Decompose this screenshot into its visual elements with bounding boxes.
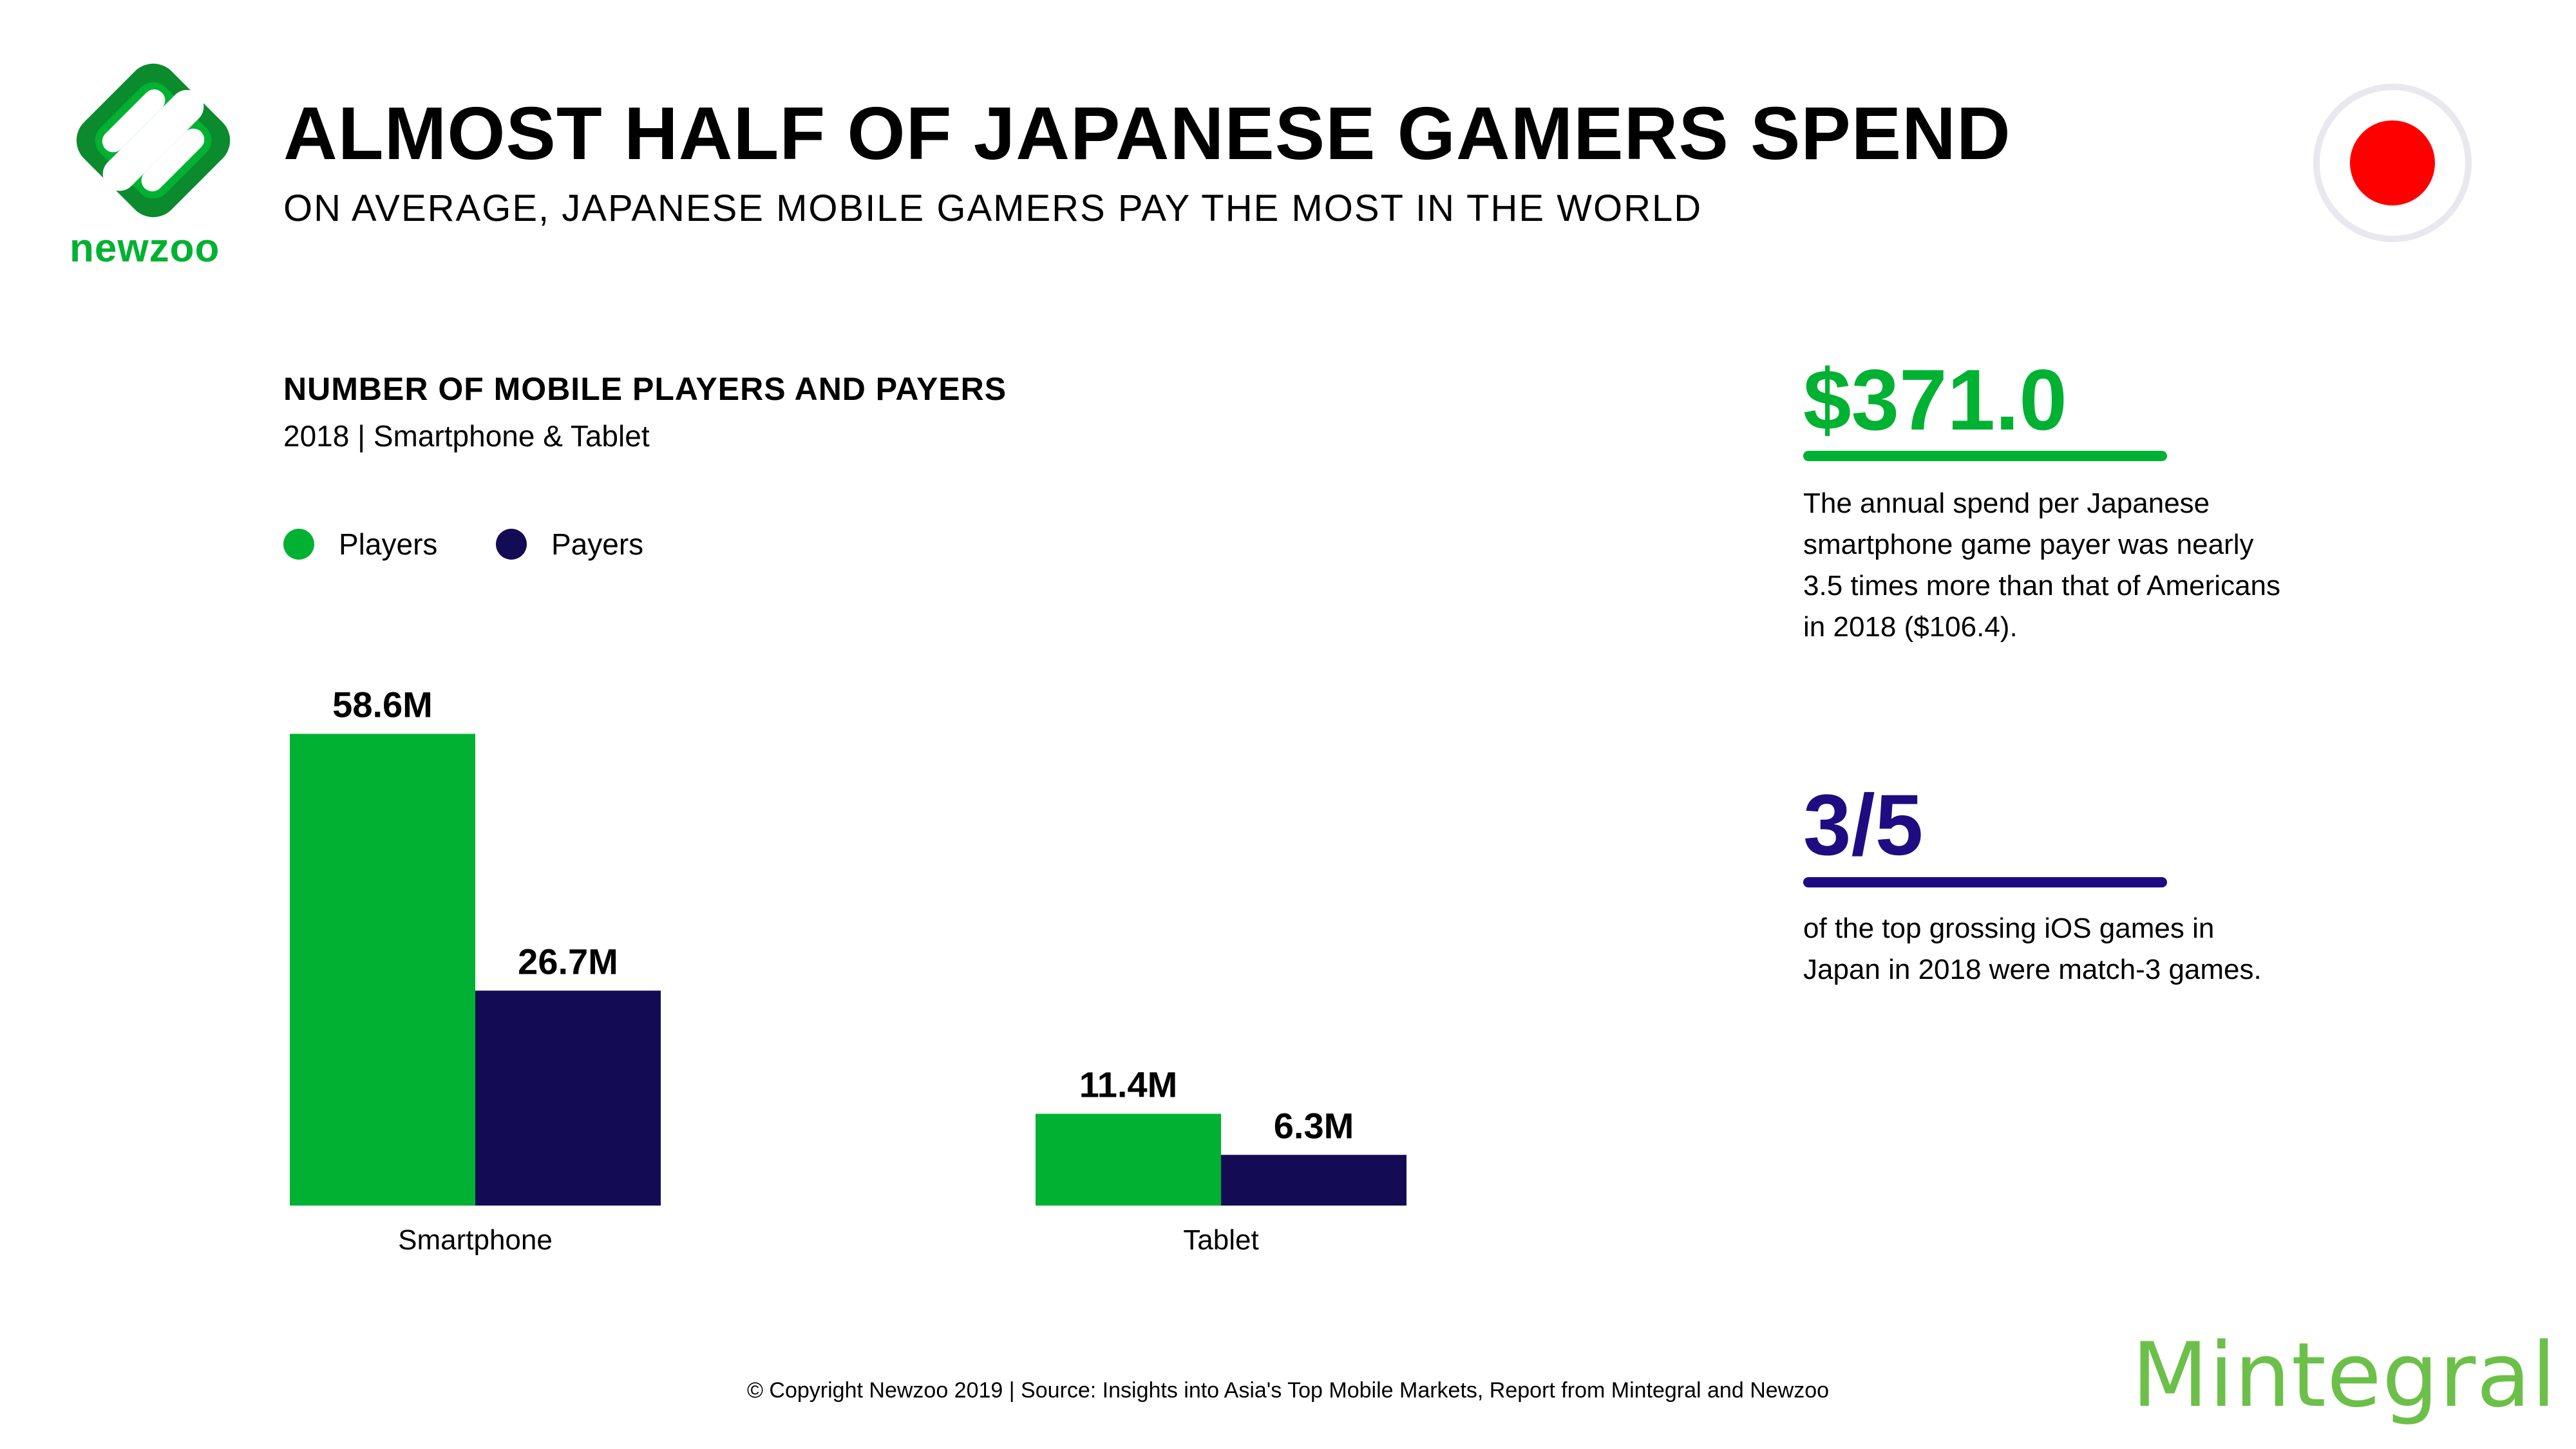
page-title: ALMOST HALF OF JAPANESE GAMERS SPEND xyxy=(283,91,2011,175)
stat-match3-rule xyxy=(1803,877,2167,887)
bar-players-tablet xyxy=(1036,1113,1221,1206)
mintegral-logo: Mintegral xyxy=(2132,1323,2556,1427)
legend-item-players: Players xyxy=(283,527,437,562)
japan-flag-icon xyxy=(2312,82,2473,247)
data-label-payers-tablet: 6.3M xyxy=(1274,1105,1354,1146)
footer-copyright: © Copyright Newzoo 2019 | Source: Insigh… xyxy=(746,1378,1830,1403)
chart-subtitle: 2018 | Smartphone & Tablet xyxy=(283,419,650,453)
bar-payers-tablet xyxy=(1221,1155,1406,1206)
chart-title: NUMBER OF MOBILE PLAYERS AND PAYERS xyxy=(283,371,1007,407)
bar-chart: 58.6M 26.7M Smartphone 11.4M 6.3M Tablet xyxy=(290,685,1406,1256)
mintegral-logo-text: Mintegral xyxy=(2132,1323,2557,1427)
stat-annual-spend-rule xyxy=(1803,451,2167,461)
newzoo-logo-text: newzoo xyxy=(70,226,220,270)
data-label-players-smartphone: 58.6M xyxy=(332,685,433,725)
legend-dot-players xyxy=(283,529,314,560)
stat-annual-spend-value: $371.0 xyxy=(1803,352,2067,448)
bar-payers-smartphone xyxy=(475,990,661,1206)
legend-label-payers: Payers xyxy=(551,527,644,561)
japan-flag-sun xyxy=(2350,120,2435,205)
newzoo-logo-icon xyxy=(76,63,231,218)
stat-match3-text: of the top grossing iOS games in Japan i… xyxy=(1803,913,2262,985)
stat-annual-spend-text: The annual spend per Japanese smartphone… xyxy=(1803,488,2281,643)
stat-match3-value: 3/5 xyxy=(1803,777,1924,873)
data-label-players-tablet: 11.4M xyxy=(1079,1065,1178,1105)
bar-players-smartphone xyxy=(290,734,475,1206)
data-label-payers-smartphone: 26.7M xyxy=(518,941,618,981)
category-label-smartphone: Smartphone xyxy=(398,1224,553,1256)
legend-item-payers: Payers xyxy=(496,527,643,562)
legend-dot-payers xyxy=(496,529,527,560)
category-label-tablet: Tablet xyxy=(1183,1224,1258,1256)
legend-label-players: Players xyxy=(339,527,438,561)
page-subtitle: ON AVERAGE, JAPANESE MOBILE GAMERS PAY T… xyxy=(283,187,1703,229)
newzoo-logo: newzoo xyxy=(70,57,243,270)
